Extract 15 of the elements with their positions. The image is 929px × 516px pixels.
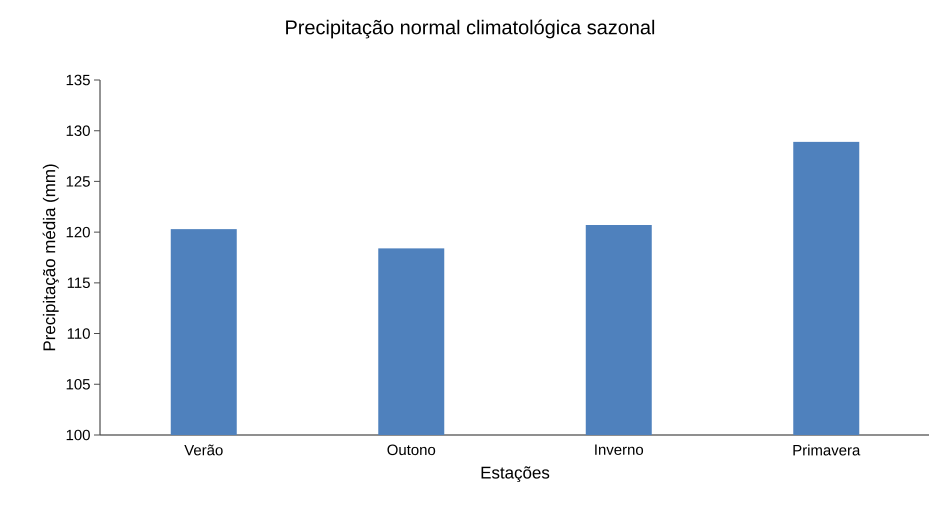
- y-tick-label: 105: [66, 378, 90, 390]
- y-tick-label: 125: [66, 176, 90, 187]
- x-tick-label: Inverno: [595, 444, 644, 455]
- y-tick-label: 100: [66, 430, 90, 440]
- x-axis-title: Estações: [482, 466, 550, 482]
- x-tick-label: Outono: [387, 444, 436, 456]
- y-tick-label: 130: [66, 125, 90, 136]
- y-tick-label: 135: [66, 74, 90, 86]
- chart-title: Precipitação normal climatológica sazonal: [286, 20, 654, 38]
- y-tick-label: 115: [68, 278, 90, 288]
- y-tick-label: 120: [66, 226, 90, 238]
- x-tick-label: Verão: [184, 444, 223, 456]
- y-axis-title: Precipitação média (mm): [42, 164, 59, 350]
- y-tick-label: 110: [68, 328, 90, 339]
- x-tick-label: Primavera: [793, 444, 860, 456]
